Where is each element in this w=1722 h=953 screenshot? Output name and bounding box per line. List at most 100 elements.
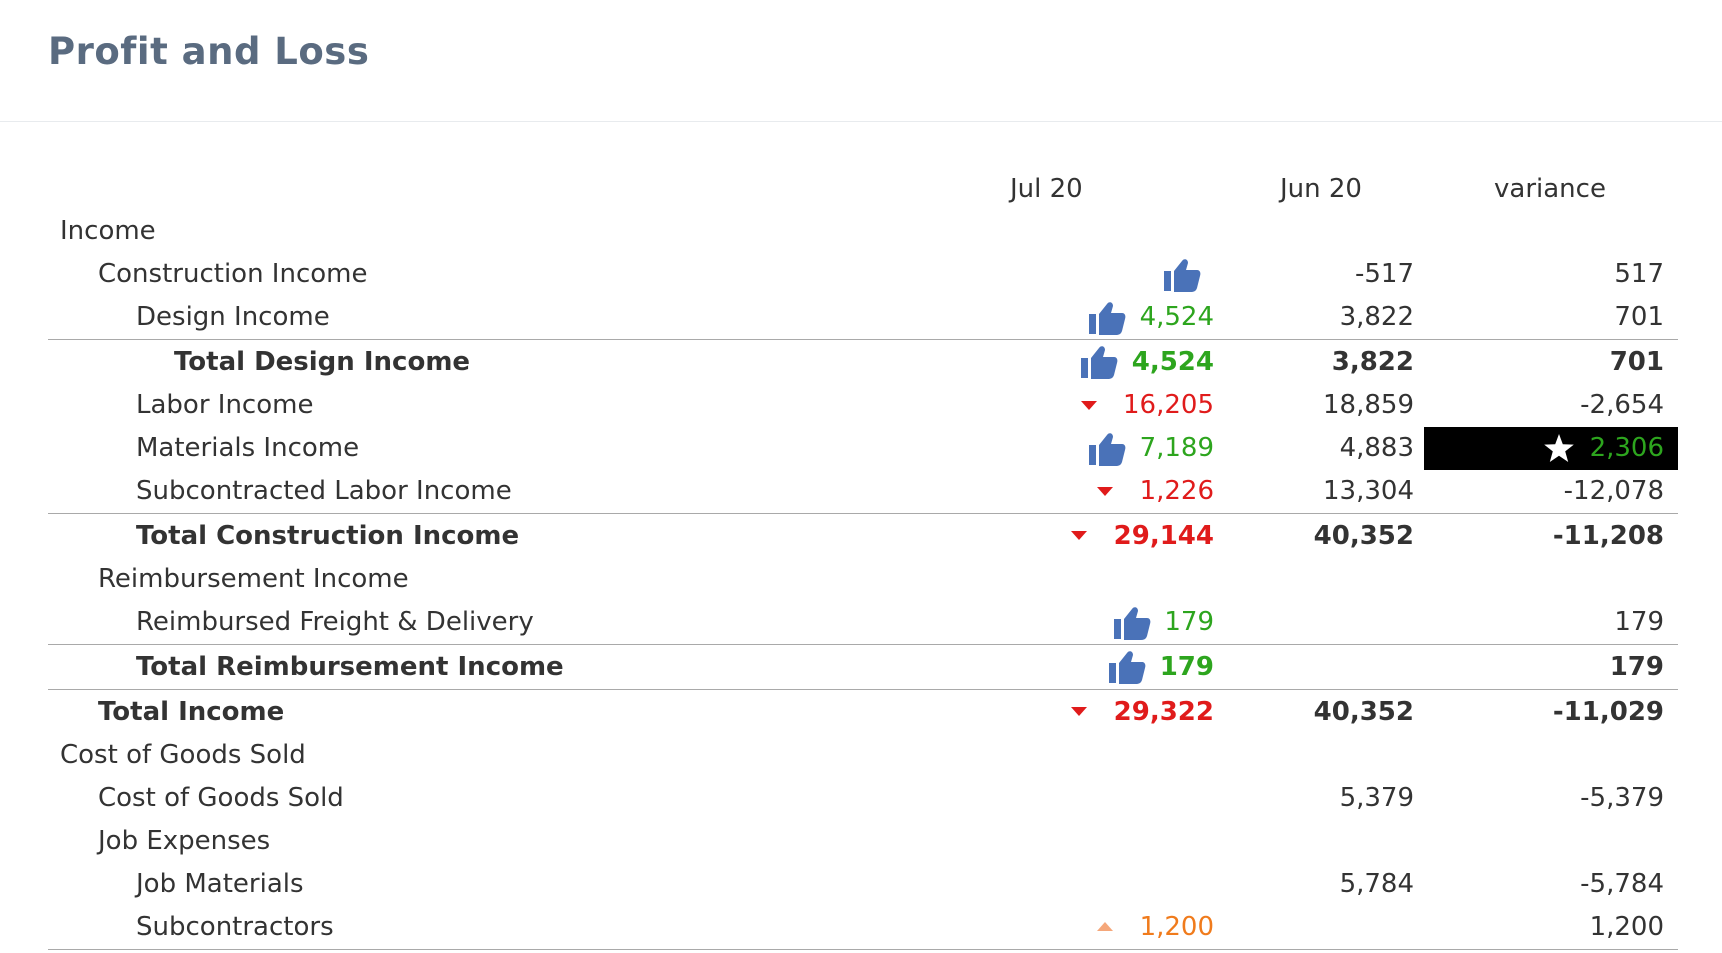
cell-value: -2,654 (1580, 390, 1664, 420)
row-subcontracted-labor-income[interactable]: Subcontracted Labor Income 1,226 13,304 … (48, 470, 1678, 513)
row-income-header[interactable]: Income (48, 210, 1678, 253)
cell-jun (1248, 601, 1414, 644)
row-label: Cost of Goods Sold (60, 740, 306, 770)
cell-value: -517 (1354, 259, 1414, 289)
row-cogs-header[interactable]: Cost of Goods Sold (48, 734, 1678, 777)
cell-value: 7,189 (1139, 433, 1214, 463)
cell-value: 4,883 (1339, 433, 1414, 463)
report-rows: Income Construction Income -517 517 Desi… (48, 210, 1678, 950)
cell-jun (1248, 906, 1414, 949)
cell-jun: 18,859 (1248, 384, 1414, 427)
cell-value: 16,205 (1123, 390, 1214, 420)
row-label: Reimbursement Income (98, 564, 409, 594)
cell-jul: 29,144 (1048, 514, 1214, 558)
cell-value: 5,784 (1339, 869, 1414, 899)
row-design-income[interactable]: Design Income 4,524 3,822 701 (48, 296, 1678, 339)
cell-value: 1,200 (1139, 912, 1214, 942)
cell-jun: 4,883 (1248, 427, 1414, 470)
thumbs-up-icon (1162, 253, 1202, 296)
row-reimbursement-income-header[interactable]: Reimbursement Income (48, 558, 1678, 601)
cell-value: 701 (1614, 302, 1664, 332)
row-label: Total Construction Income (136, 521, 520, 551)
cell-jul: 1,226 (1048, 470, 1214, 513)
row-label: Subcontractors (136, 912, 334, 942)
cell-value: 179 (1159, 652, 1214, 682)
cell-value: 29,144 (1113, 521, 1214, 551)
cell-jun: 40,352 (1248, 690, 1414, 734)
row-total-reimbursement-income[interactable]: Total Reimbursement Income 179 179 (48, 644, 1678, 689)
column-header-variance[interactable]: variance (1494, 174, 1606, 204)
cell-jul: 1,200 (1048, 906, 1214, 949)
thumbs-up-icon (1079, 340, 1119, 383)
cell-value: 2,306 (1589, 433, 1664, 463)
row-label: Construction Income (98, 259, 368, 289)
cell-jun: 13,304 (1248, 470, 1414, 513)
cell-variance: -5,379 (1498, 777, 1664, 820)
cell-value: 13,304 (1323, 476, 1414, 506)
thumbs-up-icon (1087, 296, 1127, 339)
row-job-expenses-header[interactable]: Job Expenses (48, 820, 1678, 863)
cell-value: 179 (1609, 652, 1664, 682)
caret-up-icon (1093, 906, 1131, 949)
row-label: Job Materials (136, 869, 304, 899)
row-label: Reimbursed Freight & Delivery (136, 607, 534, 637)
row-total-income[interactable]: Total Income 29,322 40,352 -11,029 (48, 689, 1678, 734)
row-label: Subcontracted Labor Income (136, 476, 512, 506)
caret-down-icon (1093, 470, 1131, 513)
row-total-construction-income[interactable]: Total Construction Income 29,144 40,352 … (48, 513, 1678, 558)
row-total-design-income[interactable]: Total Design Income 4,524 3,822 701 (48, 339, 1678, 384)
cell-value: -5,379 (1580, 783, 1664, 813)
cell-value: 1,200 (1589, 912, 1664, 942)
row-label: Design Income (136, 302, 330, 332)
cell-value: 18,859 (1323, 390, 1414, 420)
cell-value: 3,822 (1339, 302, 1414, 332)
cell-variance: 1,200 (1498, 906, 1664, 949)
cell-jul: 4,524 (1048, 296, 1214, 339)
cell-jul: 179 (1048, 645, 1214, 689)
thumbs-up-icon (1112, 601, 1152, 644)
column-header-jul[interactable]: Jul 20 (1010, 174, 1083, 204)
cell-variance: 179 (1498, 601, 1664, 644)
row-labor-income[interactable]: Labor Income 16,205 18,859 -2,654 (48, 384, 1678, 427)
cell-value: 1,226 (1139, 476, 1214, 506)
cell-value: 179 (1614, 607, 1664, 637)
cell-variance: 2,306 (1498, 427, 1664, 470)
cell-value: 4,524 (1131, 347, 1214, 377)
row-materials-income[interactable]: Materials Income 7,189 4,883 2,306 (48, 427, 1678, 470)
cell-jul (1048, 253, 1214, 296)
cell-jul: 16,205 (1048, 384, 1214, 427)
cell-jun: -517 (1248, 253, 1414, 296)
page-title: Profit and Loss (48, 30, 370, 73)
cell-jul: 29,322 (1048, 690, 1214, 734)
cell-value: 4,524 (1139, 302, 1214, 332)
cell-jun: 3,822 (1248, 340, 1414, 384)
cell-value: 40,352 (1313, 521, 1414, 551)
cell-variance: -11,208 (1498, 514, 1664, 558)
caret-down-icon (1067, 690, 1105, 733)
cell-jun: 3,822 (1248, 296, 1414, 339)
row-subcontractors[interactable]: Subcontractors 1,200 1,200 (48, 906, 1678, 949)
cell-variance: -11,029 (1498, 690, 1664, 734)
star-icon (1543, 427, 1577, 470)
row-label: Materials Income (136, 433, 360, 463)
caret-down-icon (1067, 514, 1105, 557)
cell-value: -12,078 (1563, 476, 1664, 506)
row-job-materials[interactable]: Job Materials 5,784 -5,784 (48, 863, 1678, 906)
row-label: Labor Income (136, 390, 314, 420)
caret-down-icon (1077, 384, 1115, 427)
cell-variance: 701 (1498, 296, 1664, 339)
cell-value: 517 (1614, 259, 1664, 289)
row-construction-income[interactable]: Construction Income -517 517 (48, 253, 1678, 296)
bottom-divider (48, 949, 1678, 950)
cell-value: 3,822 (1331, 347, 1414, 377)
cell-jun: 40,352 (1248, 514, 1414, 558)
cell-jun: 5,379 (1248, 777, 1414, 820)
cell-jul: 4,524 (1048, 340, 1214, 384)
row-label: Total Reimbursement Income (136, 652, 564, 682)
cell-variance: 179 (1498, 645, 1664, 689)
cell-value: 40,352 (1313, 697, 1414, 727)
cell-value: 5,379 (1339, 783, 1414, 813)
row-reimbursed-freight-delivery[interactable]: Reimbursed Freight & Delivery 179 179 (48, 601, 1678, 644)
row-cost-of-goods-sold[interactable]: Cost of Goods Sold 5,379 -5,379 (48, 777, 1678, 820)
column-header-jun[interactable]: Jun 20 (1280, 174, 1362, 204)
